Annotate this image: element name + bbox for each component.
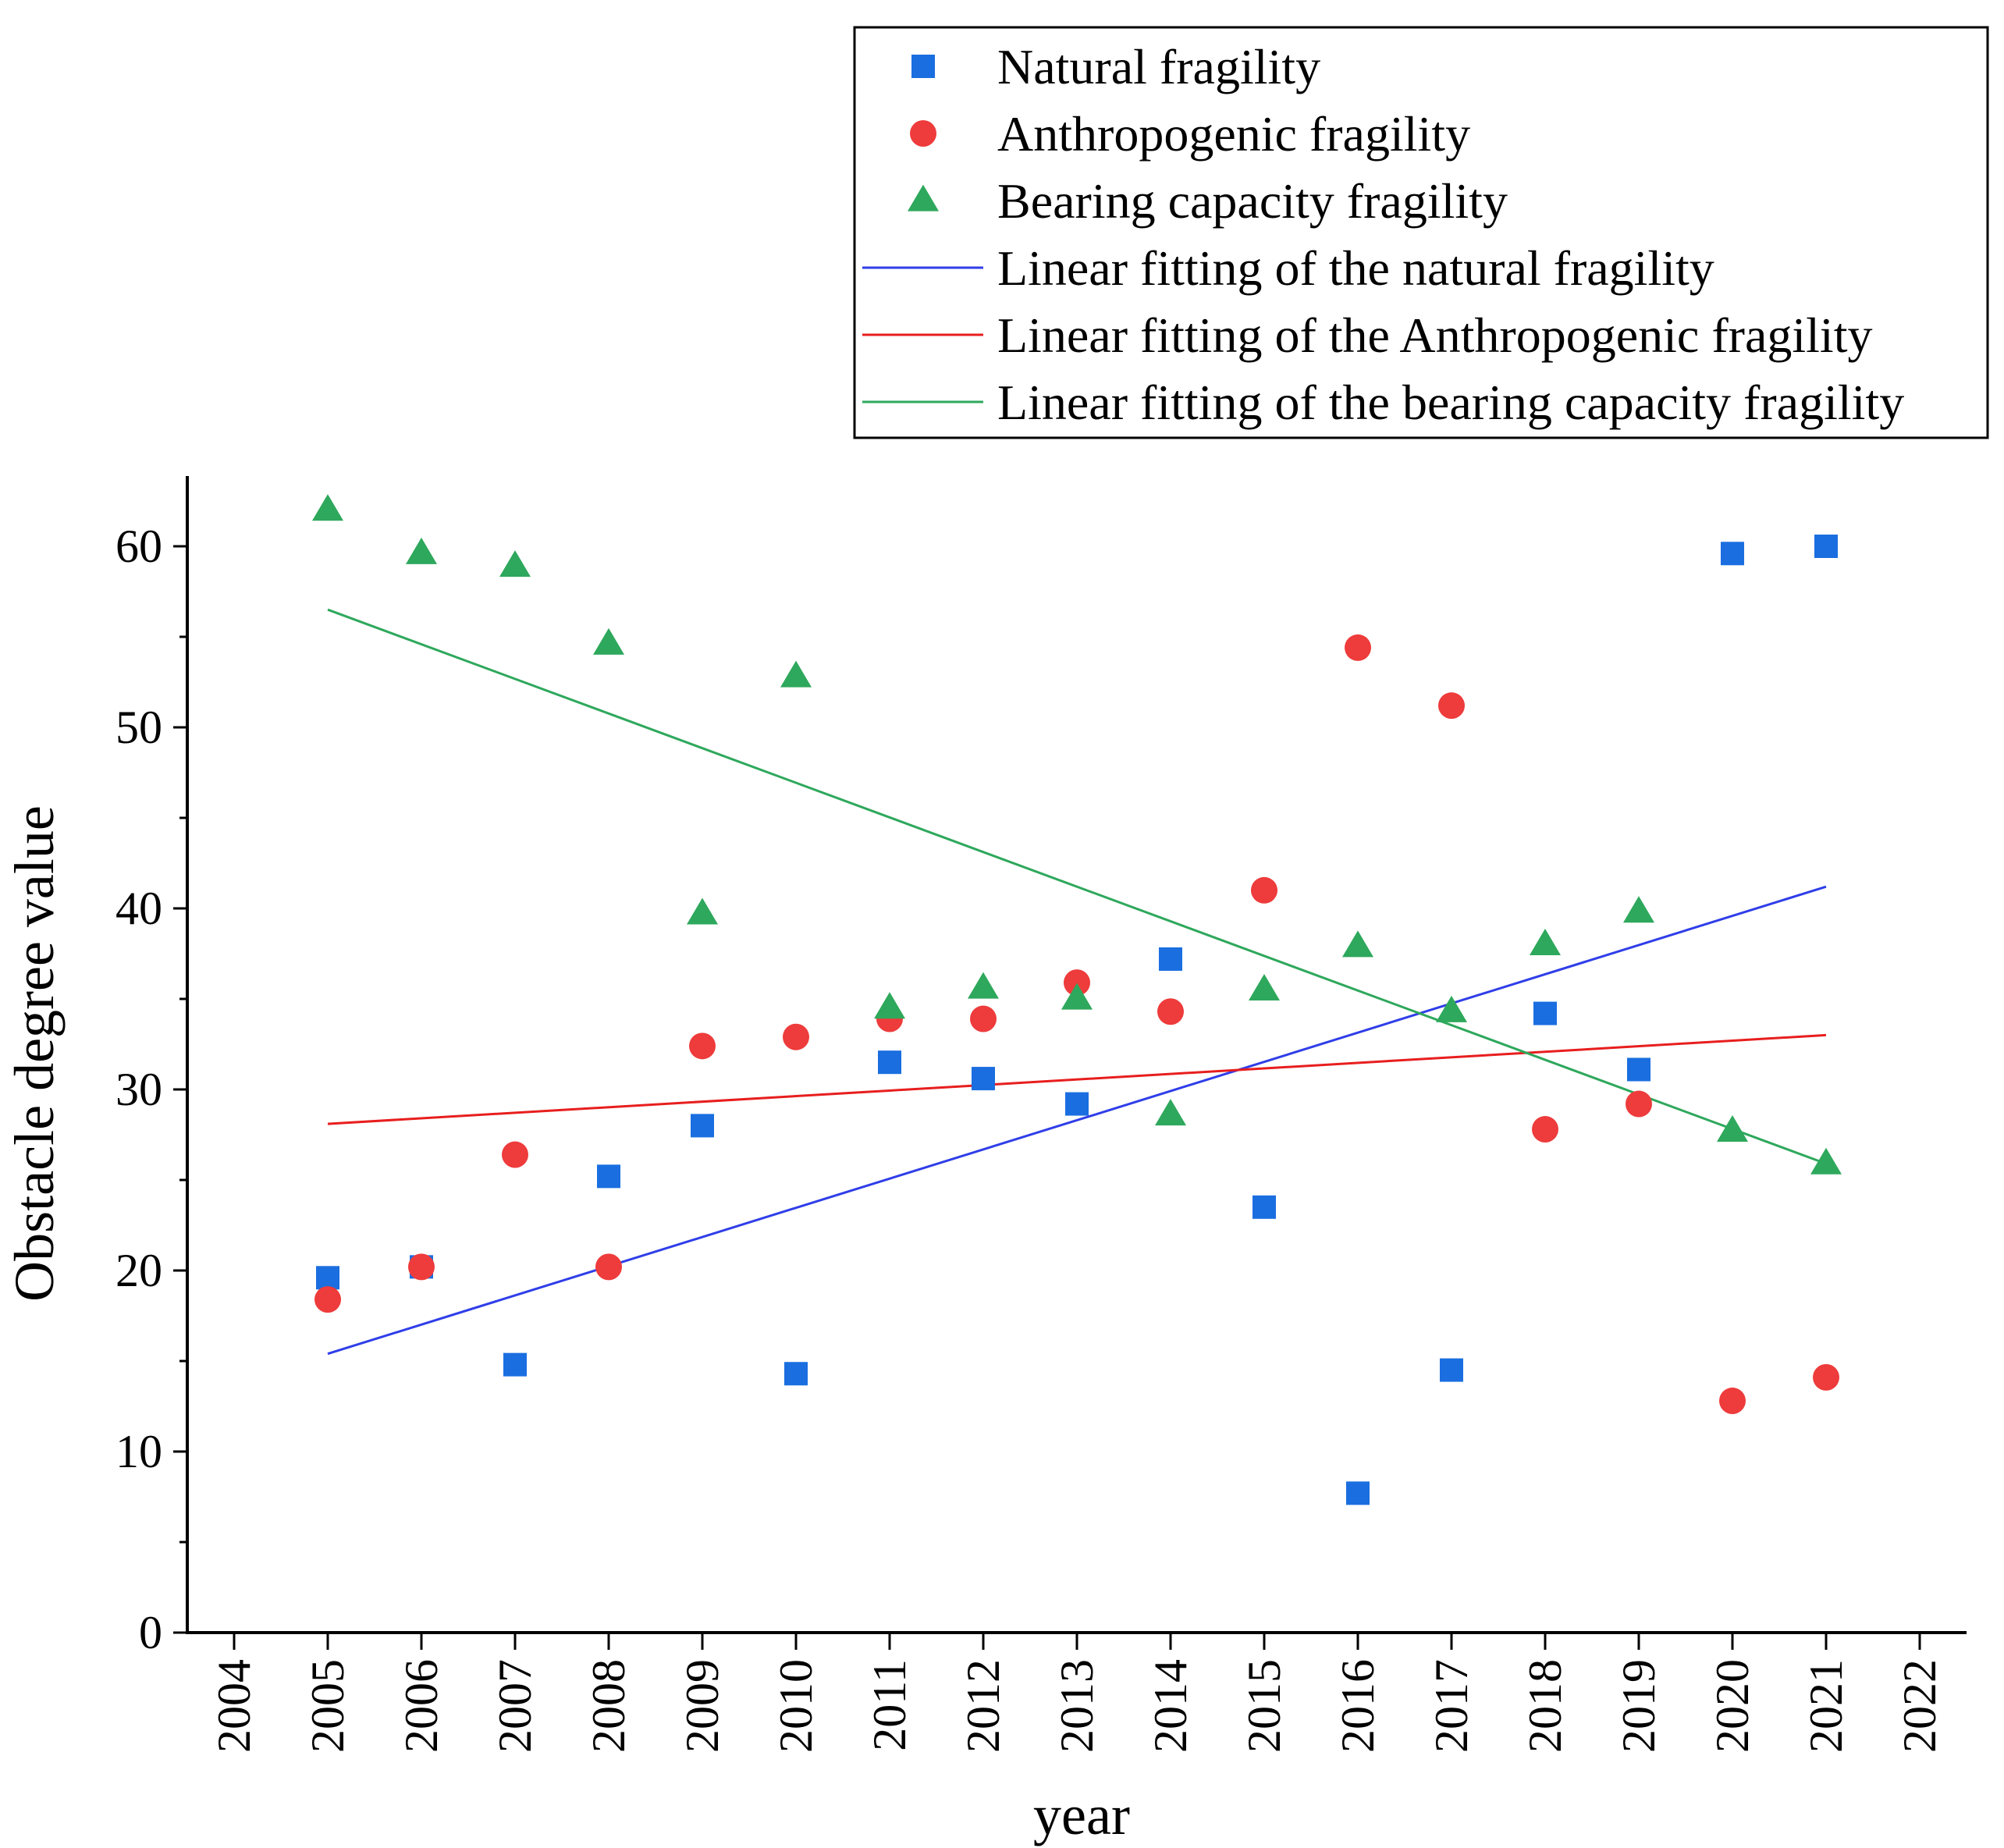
legend-label: Linear fitting of the Anthropogenic frag… — [997, 307, 1872, 363]
circle-point — [1064, 969, 1090, 997]
fit-line-1 — [327, 885, 1827, 1356]
y-tick-label: 40 — [115, 883, 162, 934]
plot-area: 0 10 20 30 40 50 60 2004 2005 2006 2007 2008 2009 201… — [115, 476, 1967, 1753]
legend: Natural fragility Anthropogenic fragility… — [853, 26, 1989, 439]
x-tick-label: 2015 — [1238, 1659, 1290, 1753]
triangle-point — [780, 660, 812, 688]
triangle-point — [1810, 1147, 1842, 1175]
y-tick-label: 0 — [139, 1607, 162, 1658]
square-point — [1721, 542, 1744, 566]
fit-line-3 — [327, 608, 1827, 1165]
square-point — [316, 1266, 339, 1290]
triangle-point — [1155, 1099, 1186, 1126]
x-tick-label: 2019 — [1613, 1659, 1665, 1753]
x-tick-label: 2013 — [1051, 1659, 1103, 1753]
x-tick-label: 2011 — [864, 1659, 915, 1751]
square-point — [1440, 1358, 1463, 1382]
circle-point — [1157, 998, 1184, 1025]
square-point — [1346, 1481, 1370, 1505]
triangle-point — [1249, 974, 1280, 1000]
circle-point — [1626, 1090, 1652, 1118]
x-tick-label: 2021 — [1800, 1659, 1852, 1753]
circle-point — [1719, 1388, 1746, 1415]
axes: 0 10 20 30 40 50 60 2004 2005 2006 2007 2008 2009 201… — [115, 476, 1967, 1753]
y-tick-label: 50 — [115, 702, 162, 753]
y-tick-label: 10 — [115, 1426, 162, 1477]
circle-point — [314, 1286, 341, 1313]
fit-lines — [327, 608, 1827, 1356]
circle-point — [689, 1032, 716, 1060]
x-axis-title: year — [1033, 1784, 1130, 1846]
triangle-point — [687, 897, 718, 925]
triangle-point — [312, 494, 343, 521]
y-tick-label: 60 — [115, 521, 162, 572]
triangle-point — [406, 537, 437, 564]
legend-label: Linear fitting of the natural fragility — [997, 240, 1714, 296]
fit-line-2 — [327, 1033, 1827, 1125]
square-point — [972, 1067, 995, 1091]
legend-box — [853, 26, 1989, 439]
y-axis-title: Obstacle degree value — [3, 805, 66, 1302]
triangle-point — [1342, 930, 1373, 958]
triangle-point — [1436, 995, 1467, 1022]
x-tick-label: 2018 — [1519, 1659, 1571, 1753]
x-tick-label: 2014 — [1145, 1659, 1196, 1753]
circle-point — [502, 1141, 528, 1168]
y-tick-label: 20 — [115, 1245, 162, 1296]
x-tick-label: 2004 — [208, 1659, 260, 1753]
square-point — [1627, 1057, 1650, 1082]
circle-point — [970, 1005, 997, 1032]
legend-triangle-symbol — [908, 184, 939, 211]
legend-circle-symbol — [910, 120, 936, 147]
x-tick-label: 2020 — [1707, 1659, 1758, 1753]
x-tick-label: 2010 — [770, 1659, 822, 1753]
x-tick-label: 2006 — [396, 1659, 447, 1753]
legend-label: Bearing capacity fragility — [997, 173, 1508, 229]
circle-point — [783, 1023, 809, 1050]
circle-point — [1251, 876, 1277, 904]
triangle-point — [1623, 896, 1654, 923]
x-tick-label: 2005 — [302, 1659, 354, 1753]
circle-point — [1532, 1116, 1558, 1143]
legend-label: Anthropogenic fragility — [997, 106, 1470, 162]
square-point — [1533, 1001, 1557, 1025]
square-point — [1159, 947, 1182, 971]
circle-point — [1345, 634, 1371, 661]
square-point — [1065, 1092, 1089, 1116]
x-tick-label: 2016 — [1332, 1659, 1384, 1753]
triangle-point — [593, 627, 624, 655]
triangle-point — [874, 992, 905, 1019]
circle-point — [595, 1253, 622, 1281]
legend-square-symbol — [911, 55, 935, 78]
triangle-point — [1717, 1114, 1748, 1142]
legend-label: Linear fitting of the bearing capacity f… — [997, 375, 1904, 430]
x-tick-label: 2012 — [958, 1659, 1009, 1753]
x-tick-label: 2008 — [583, 1659, 634, 1753]
square-point — [878, 1050, 901, 1075]
square-point — [691, 1114, 714, 1138]
triangle-point — [1530, 929, 1561, 955]
circle-point — [1438, 692, 1465, 720]
x-tick-label: 2009 — [677, 1659, 728, 1753]
triangle-point — [968, 972, 999, 999]
triangle-point — [499, 550, 531, 578]
circle-point — [1813, 1363, 1839, 1391]
square-point — [503, 1352, 527, 1377]
circle-point — [408, 1253, 435, 1281]
y-tick-label: 30 — [115, 1064, 162, 1115]
triangle-point — [1061, 983, 1093, 1010]
x-tick-label: 2007 — [489, 1659, 541, 1753]
x-tick-label: 2022 — [1894, 1659, 1945, 1753]
markers — [312, 494, 1842, 1505]
square-point — [784, 1362, 808, 1386]
square-point — [597, 1164, 620, 1189]
square-point — [1814, 535, 1838, 558]
square-point — [1252, 1195, 1276, 1219]
x-tick-label: 2017 — [1426, 1659, 1477, 1753]
legend-label: Natural fragility — [997, 39, 1320, 94]
